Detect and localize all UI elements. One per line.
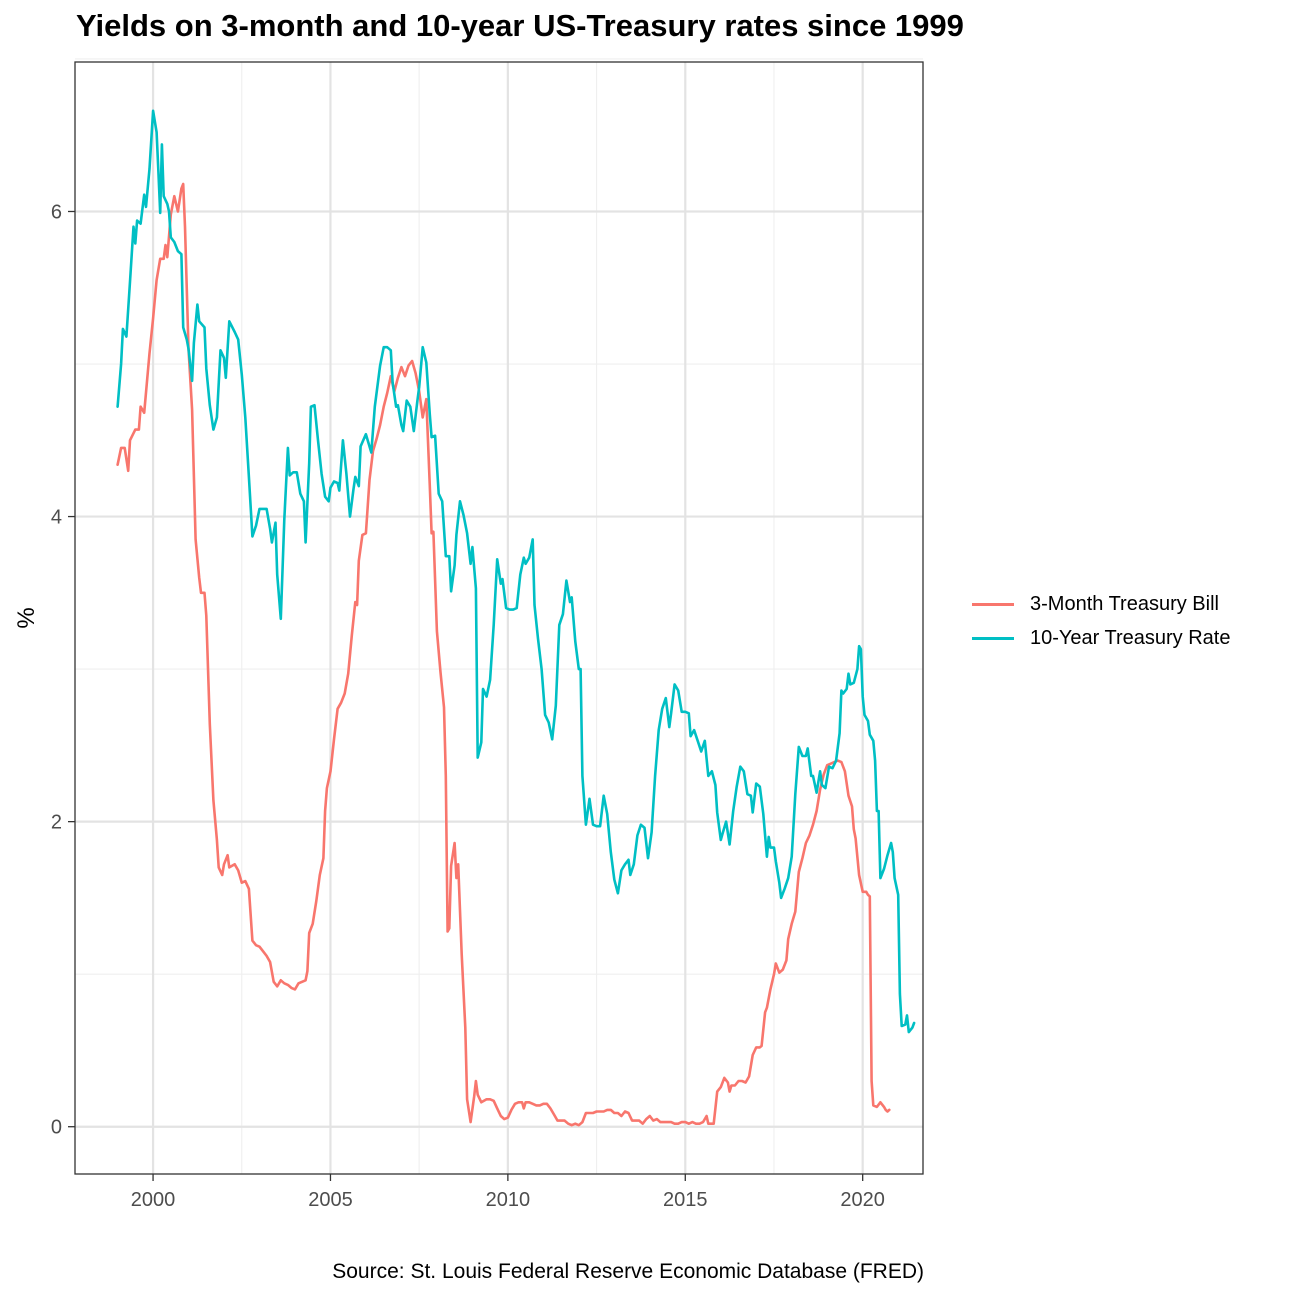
x-tick-label: 2020 xyxy=(840,1189,885,1211)
x-tick-label: 2000 xyxy=(131,1189,176,1211)
major-gridlines xyxy=(75,62,923,1174)
minor-gridlines xyxy=(75,58,923,1174)
legend-label: 3-Month Treasury Bill xyxy=(1030,592,1219,615)
series-layer xyxy=(116,109,916,1127)
x-tick-label: 2010 xyxy=(486,1189,531,1211)
y-axis: 0 2 4 6 xyxy=(51,201,75,1139)
chart-title: Yields on 3-month and 10-year US-Treasur… xyxy=(76,8,964,43)
x-axis: 2000 2005 2010 2015 2020 xyxy=(131,1174,885,1211)
series-line-10-year-treasury-rate xyxy=(116,109,916,1034)
legend-label: 10-Year Treasury Rate xyxy=(1030,626,1231,649)
legend-item-3-month-treasury-bill: 3-Month Treasury Bill xyxy=(972,588,1230,620)
legend: 3-Month Treasury Bill 10-Year Treasury Ra… xyxy=(972,588,1230,656)
chart-caption: Source: St. Louis Federal Reserve Econom… xyxy=(332,1260,924,1283)
y-tick-label: 6 xyxy=(51,201,62,223)
legend-item-10-year-treasury-rate: 10-Year Treasury Rate xyxy=(972,622,1230,654)
series-line-3-month-treasury-bill xyxy=(116,182,891,1127)
legend-swatch xyxy=(972,602,1014,606)
y-tick-label: 2 xyxy=(51,812,62,834)
legend-swatch xyxy=(972,636,1014,640)
plot-panel-border xyxy=(74,61,924,1175)
y-tick-label: 0 xyxy=(51,1117,62,1139)
y-axis-title: % xyxy=(13,607,40,628)
x-tick-label: 2005 xyxy=(308,1189,353,1211)
x-tick-label: 2015 xyxy=(663,1189,708,1211)
y-tick-label: 4 xyxy=(51,507,62,529)
